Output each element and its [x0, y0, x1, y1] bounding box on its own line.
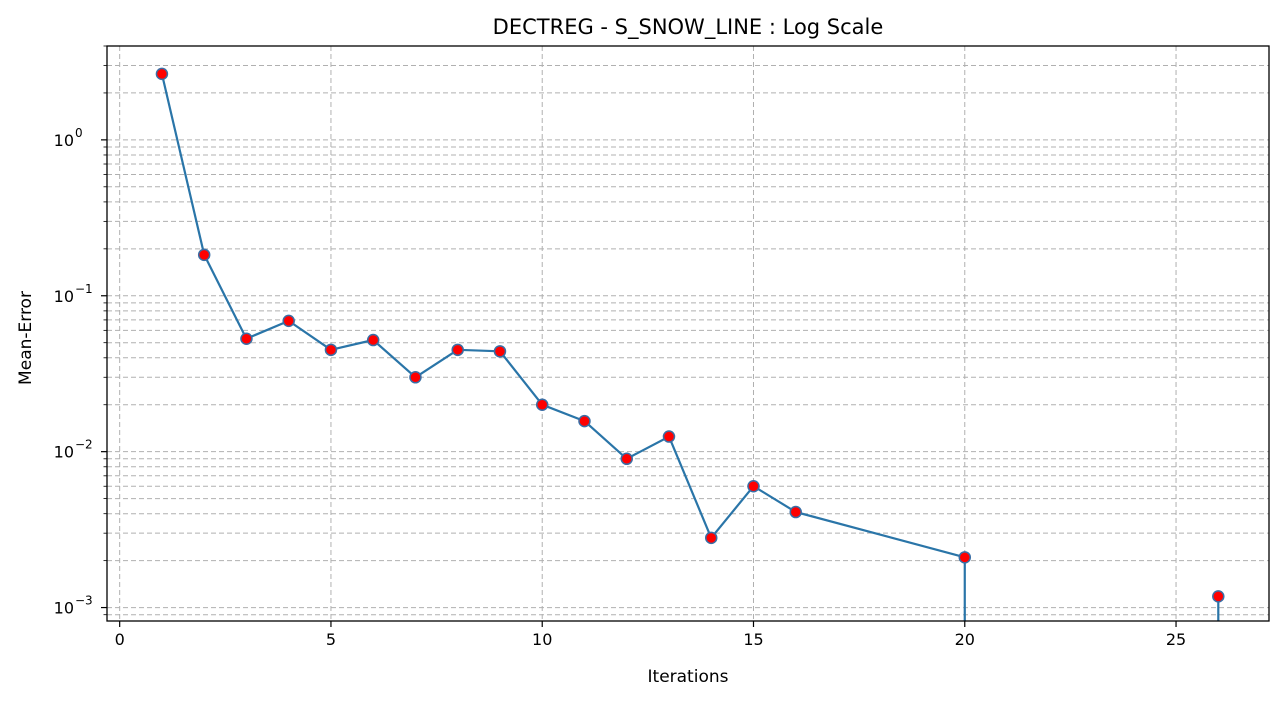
data-point — [620, 452, 633, 466]
data-point — [409, 371, 422, 384]
x-tick-label: 20 — [955, 630, 975, 649]
data-point — [535, 398, 549, 411]
data-point — [324, 343, 338, 357]
data-point — [958, 551, 972, 564]
y-tick-exponent: 0 — [75, 126, 83, 140]
y-tick-base: 10 — [54, 599, 74, 618]
data-point — [704, 531, 718, 545]
x-axis-label: Iterations — [648, 667, 729, 687]
data-point — [155, 67, 169, 81]
y-tick-label: 10 −3 — [54, 594, 93, 618]
data-point — [240, 332, 253, 345]
chart-title: DECTREG - S_SNOW_LINE : Log Scale — [493, 15, 884, 40]
y-tick-exponent: −1 — [75, 282, 93, 296]
grid — [107, 45, 1269, 621]
x-tick-label: 15 — [743, 630, 763, 649]
y-tick-base: 10 — [54, 443, 74, 462]
data-point — [451, 343, 464, 357]
x-tick-label: 25 — [1166, 630, 1186, 649]
y-tick-exponent: −2 — [75, 438, 93, 452]
y-tick-exponent: −3 — [75, 594, 93, 608]
y-tick-label: 10 −2 — [54, 438, 93, 462]
data-point — [493, 345, 507, 358]
data-point — [747, 479, 760, 493]
x-tick-label: 5 — [326, 630, 336, 649]
x-tick-label: 0 — [115, 630, 125, 649]
x-tick-label: 10 — [532, 630, 552, 649]
y-axis-label: Mean-Error — [16, 291, 36, 385]
series-line — [160, 73, 966, 559]
data-point — [1212, 590, 1225, 603]
y-tick-base: 10 — [54, 131, 74, 150]
series-layer — [155, 67, 1225, 621]
data-point — [197, 248, 211, 262]
data-point — [366, 333, 380, 347]
y-tick-label: 10 0 — [54, 126, 83, 150]
data-point — [662, 430, 676, 443]
plot-frame — [106, 45, 1270, 622]
y-tick-label: 10 −1 — [54, 282, 93, 306]
data-point — [789, 505, 802, 519]
y-tick-base: 10 — [54, 287, 74, 306]
data-point — [578, 414, 591, 428]
data-point — [282, 314, 295, 328]
